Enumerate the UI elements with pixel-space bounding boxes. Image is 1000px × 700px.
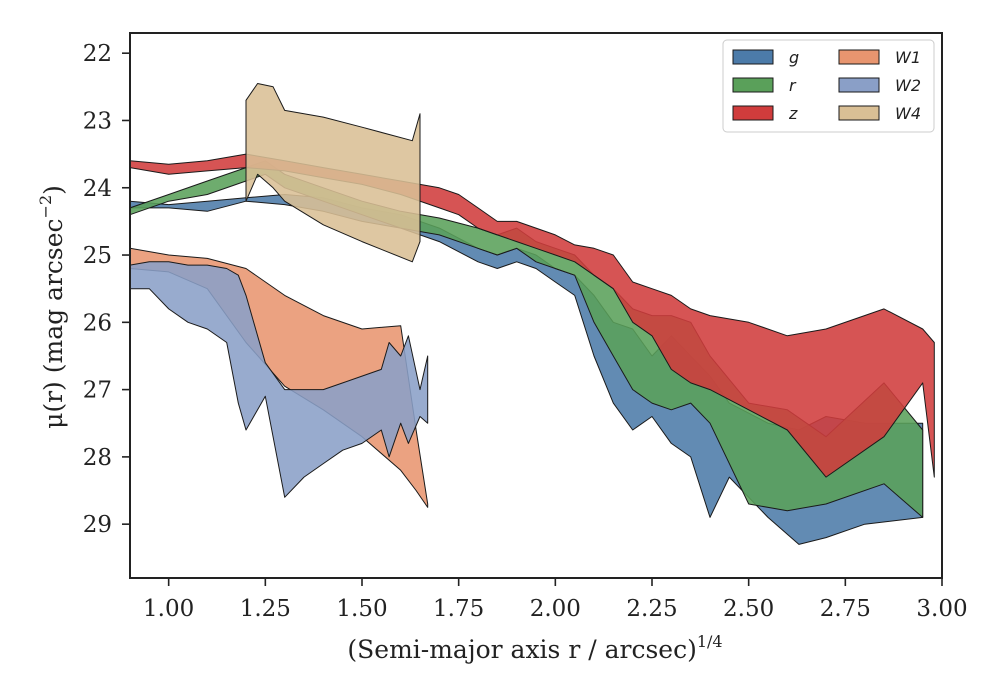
- band-z: [129, 153, 935, 478]
- y-axis-label: μ(r) (mag arcsec−2): [36, 185, 68, 429]
- y-axis-label-sup: −2: [36, 195, 55, 219]
- x-tick-label: 2.50: [723, 596, 774, 622]
- band-w4: [245, 83, 421, 263]
- x-tick-label: 3.00: [916, 596, 967, 622]
- legend: grz W1 W2 W4: [722, 39, 935, 133]
- band-w2: [129, 261, 429, 498]
- legend-swatch-w2: [838, 77, 880, 93]
- y-tick-label: 25: [83, 243, 112, 269]
- y-tick-label: 26: [83, 310, 112, 336]
- x-tick-label: 1.25: [240, 596, 291, 622]
- legend-label-w1: W1: [895, 48, 921, 67]
- y-tick-label: 24: [83, 176, 112, 202]
- legend-swatch-w1: [838, 49, 880, 65]
- y-axis-label-tail: ): [39, 185, 68, 195]
- legend-label-z: z: [788, 104, 798, 123]
- x-tick-label: 1.50: [336, 596, 387, 622]
- legend-label-w4: W4: [895, 104, 921, 123]
- x-tick-label: 2.25: [626, 596, 677, 622]
- legend-label-w2: W2: [895, 76, 921, 95]
- y-tick-label: 22: [83, 41, 112, 67]
- legend-swatch-w4: [838, 105, 880, 121]
- legend-box: [722, 39, 935, 133]
- x-axis-label-main: (Semi-major axis r / arcsec): [347, 635, 696, 664]
- x-tick-label: 2.75: [820, 596, 871, 622]
- y-tick-label: 27: [83, 378, 112, 404]
- x-tick-label: 1.75: [433, 596, 484, 622]
- x-tick-label: 2.00: [530, 596, 581, 622]
- y-tick-label: 29: [83, 512, 112, 538]
- x-tick-label: 1.00: [143, 596, 194, 622]
- x-axis-label-sup: 1/4: [697, 632, 723, 651]
- axes-layer: 1.00 1.25 1.50 1.75 2.00 2.25 2.50 2.75 3.00 22 23…: [83, 32, 968, 622]
- legend-swatch-g: [732, 49, 774, 65]
- y-tick-label: 23: [83, 108, 112, 134]
- legend-label-r: r: [789, 76, 797, 95]
- legend-swatch-z: [732, 105, 774, 121]
- y-tick-label: 28: [83, 445, 112, 471]
- y-axis-label-main: μ(r) (mag arcsec: [39, 218, 68, 428]
- x-axis-label: (Semi-major axis r / arcsec)1/4: [347, 632, 722, 664]
- legend-label-g: g: [789, 48, 799, 67]
- band-layer: [129, 83, 935, 545]
- plot-frame: [129, 32, 943, 579]
- legend-swatch-r: [732, 77, 774, 93]
